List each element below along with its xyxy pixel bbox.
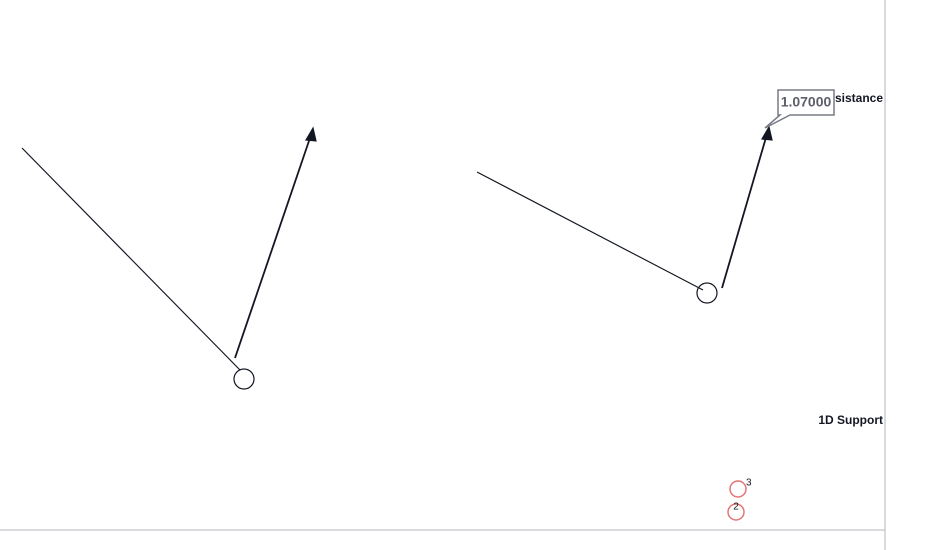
arrow-head — [305, 126, 317, 142]
arrow — [721, 133, 768, 289]
event-icon — [727, 503, 745, 521]
circle-marker — [233, 368, 255, 390]
event-count: 3 — [746, 478, 752, 489]
event-count: 2 — [733, 502, 739, 513]
support-label: 1D Support — [818, 413, 883, 427]
arrow-head — [761, 125, 773, 141]
callout-text: 1.07000 — [781, 94, 832, 110]
trend-line — [21, 147, 241, 371]
callout — [764, 89, 835, 129]
circle-marker — [696, 282, 718, 304]
trend-line — [476, 171, 704, 291]
event-icons: 3 2 — [727, 478, 752, 521]
drawings — [21, 125, 773, 390]
resistance-label: sistance — [835, 91, 883, 105]
arrow — [234, 134, 312, 359]
event-icon — [729, 480, 747, 498]
